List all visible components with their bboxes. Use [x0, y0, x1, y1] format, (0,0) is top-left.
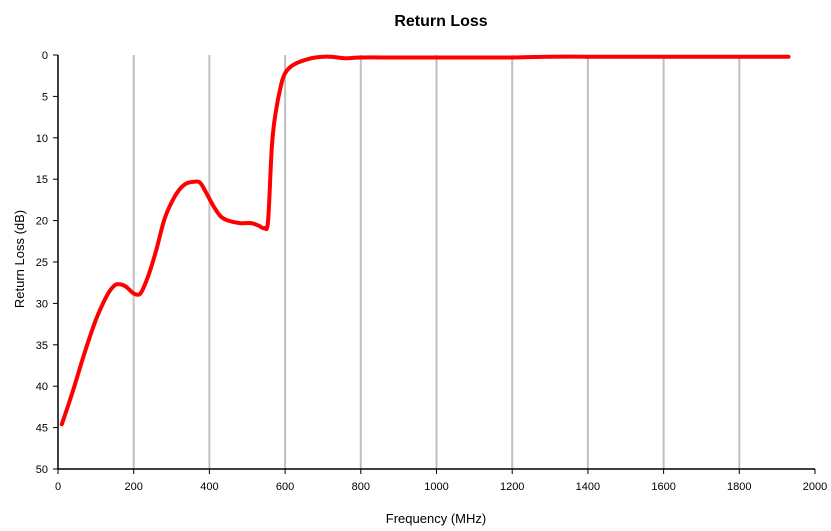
axes	[53, 54, 816, 474]
y-tick-label: 45	[36, 423, 48, 435]
gridlines	[132, 55, 741, 469]
y-tick-label: 15	[36, 174, 48, 186]
x-axis-label: Frequency (MHz)	[386, 511, 486, 526]
x-tick-label: 600	[276, 481, 294, 493]
y-axis-label: Return Loss (dB)	[12, 210, 27, 308]
y-tick-label: 30	[36, 298, 48, 310]
y-tick-label: 20	[36, 216, 48, 228]
series-layer	[59, 54, 791, 427]
return-loss-series-line	[59, 54, 791, 427]
y-tick-label: 50	[36, 464, 48, 476]
x-tick-label: 200	[125, 481, 143, 493]
x-tick-label: 1000	[424, 481, 448, 493]
y-tick-label: 10	[36, 133, 48, 145]
x-tick-label: 1200	[500, 481, 524, 493]
x-tick-label: 2000	[803, 481, 827, 493]
y-tick-label: 0	[42, 50, 48, 62]
y-tick-label: 5	[42, 91, 48, 103]
x-tick-labels: 0 200 400 600 800 1000 1200 1400 1600 1800 2000	[55, 481, 827, 493]
y-tick-label: 35	[36, 340, 48, 352]
x-tick-label: 1800	[727, 481, 751, 493]
chart-title: Return Loss	[394, 13, 487, 30]
y-tick-label: 25	[36, 257, 48, 269]
x-tick-label: 1400	[576, 481, 600, 493]
x-tick-label: 800	[352, 481, 370, 493]
y-tick-label: 40	[36, 381, 48, 393]
x-tick-label: 400	[200, 481, 218, 493]
y-tick-labels: 0 5 10 15 20 25 30 35 40 45 50	[36, 50, 48, 476]
x-tick-label: 1600	[651, 481, 675, 493]
x-tick-label: 0	[55, 481, 61, 493]
